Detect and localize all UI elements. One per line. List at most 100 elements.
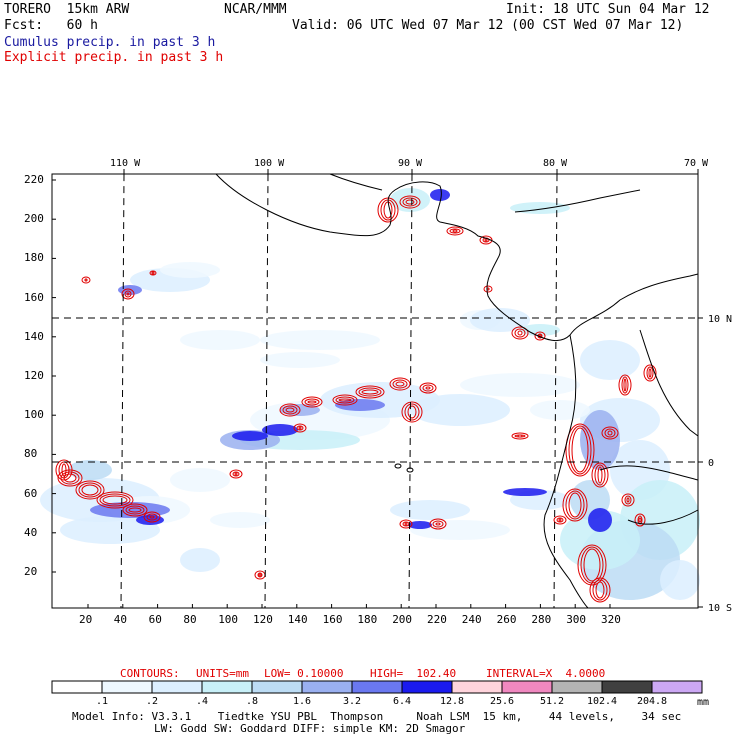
contours-units: UNITS=mm [196,667,249,680]
y-tick-label: 40 [24,525,38,539]
precip-contour [128,507,142,513]
coastline [639,329,699,437]
colorbar-swatch [251,680,303,694]
precip-area [580,410,620,470]
precip-contour [298,426,302,430]
coastline [599,465,699,481]
precip-contour [623,378,627,392]
colorbar-label: .2 [145,696,159,707]
y-tick-label: 180 [24,251,44,265]
contours-high: HIGH= 102.40 [370,667,457,680]
longitude-label: 90 W [398,158,423,169]
precip-contour [568,492,582,518]
x-tick-label: 40 [113,613,128,626]
precip-contour [405,199,415,205]
model-info-line2: LW: Godd SW: Goddard DIFF: simple KM: 2D… [154,722,466,735]
precip-contour [577,544,607,586]
colorbar-label: .1 [95,696,109,707]
coastlines [215,173,699,609]
precip-area [170,468,230,492]
precip-contour [99,493,131,507]
precip-contour [597,466,603,484]
coastline [329,173,383,191]
precip-contour [565,423,595,477]
coastline [514,189,641,213]
precip-area [60,516,160,544]
precip-area [68,460,112,480]
precip-contour [534,331,546,341]
meridian-line [264,173,269,609]
precip-contour [556,517,564,523]
colorbar-swatch [551,680,603,694]
colorbar-label: 51.2 [539,696,565,707]
colorbar-label: 12.8 [439,696,465,707]
y-tick-label: 20 [24,565,38,578]
precip-contour [621,376,629,394]
precip-contour [392,379,408,389]
precip-contour [399,195,421,209]
precip-contour [60,471,80,485]
precip-contour [143,511,161,523]
longitude-label: 110 W [110,158,141,169]
precip-area [390,500,470,520]
precip-contour [124,290,132,298]
precip-contour [234,472,238,476]
coastline [627,509,699,525]
colorbar-swatch [401,680,453,694]
y-tick-label: 220 [24,173,44,186]
colorbar-swatch [351,680,403,694]
x-tick-label: 100 [218,613,239,626]
coastline [543,334,589,609]
precip-contour [592,579,608,601]
precip-contour [102,495,128,505]
y-tick-label: 160 [24,290,44,304]
precip-contour [78,482,102,498]
precip-contour [517,434,523,438]
precip-area [460,373,580,397]
precip-contour [607,430,613,436]
meridian-line [120,173,125,609]
precip-contour [338,398,352,402]
precip-contour [282,405,298,415]
precip-area [588,508,612,532]
colorbar-unit: mm [697,697,710,708]
colorbar-swatch [301,680,353,694]
colorbar-label: .8 [245,696,259,707]
colorbar-label: 3.2 [342,696,362,707]
precip-contour [389,377,411,391]
precip-contour [565,490,585,520]
precip-contour [604,428,616,438]
coastline [215,173,699,342]
precip-contour [446,226,464,236]
precip-contour [595,581,605,599]
precip-contour [483,285,493,293]
x-tick-label: 300 [566,613,587,626]
precip-contour [517,330,523,336]
precip-area [335,399,385,411]
precip-area [503,488,547,496]
precip-contour [57,469,83,487]
y-tick-label: 60 [24,486,38,500]
precip-contour [395,381,405,387]
precip-contour [404,403,420,421]
precip-contour [553,515,567,525]
precip-contour [425,386,431,390]
x-tick-label: 20 [79,613,93,626]
precip-area [260,330,380,350]
precip-area [260,352,340,368]
x-tick-label: 280 [531,613,552,626]
precip-contour [232,471,240,477]
precip-area [470,308,530,332]
precip-contour [307,400,317,404]
precip-contour [399,519,413,529]
precip-contour [61,463,67,477]
precip-contour [589,577,611,603]
init-time: Init: 18 UTC Sun 04 Mar 12 [506,2,710,17]
x-tick-label: 220 [427,613,447,626]
precip-contour [296,425,304,431]
precip-area [580,340,640,380]
precip-contour [591,462,609,488]
precip-contour [335,396,355,404]
precip-area [510,202,570,214]
